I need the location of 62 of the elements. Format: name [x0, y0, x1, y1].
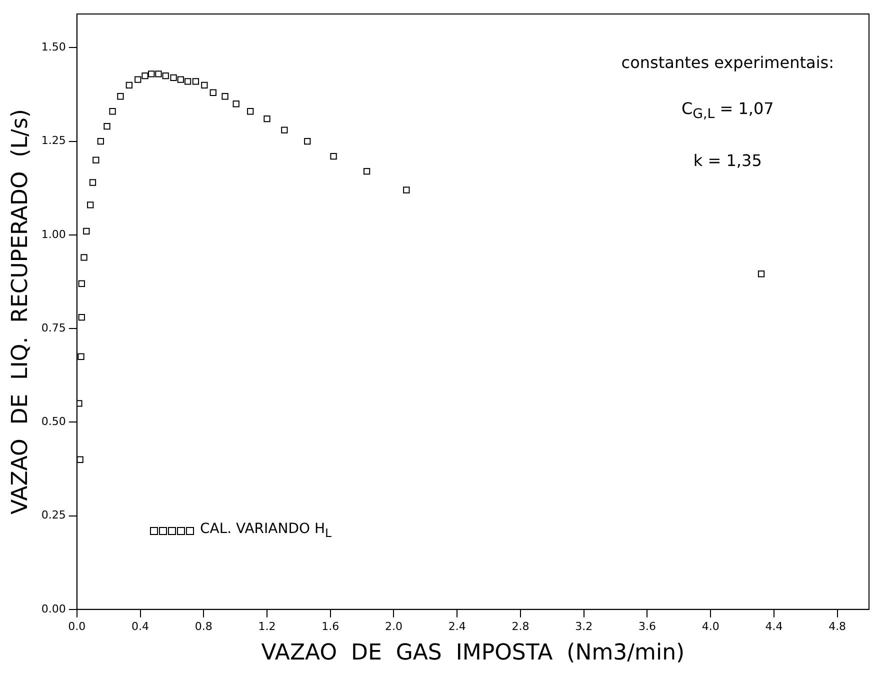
- point: [210, 89, 216, 96]
- point: [142, 72, 148, 80]
- x-tick-label: 0.0: [68, 620, 86, 633]
- y-axis-title: VAZAO DE LIQ. RECUPERADO (L/s): [8, 108, 33, 514]
- x-tick-label: 0.8: [194, 620, 212, 633]
- point: [304, 138, 311, 145]
- legend-label: CAL. VARIANDO H$_{L}$: [200, 521, 332, 540]
- point: [148, 70, 155, 78]
- x-axis-title: VAZAO DE GAS IMPOSTA (Nm3/min): [261, 640, 685, 666]
- y-tick-label: 0.25: [41, 508, 66, 522]
- point: [78, 280, 85, 287]
- point: [758, 270, 765, 278]
- point: [201, 82, 208, 88]
- point: [97, 138, 104, 145]
- x-tick-label: 1.6: [322, 620, 340, 633]
- point: [222, 93, 228, 100]
- point: [83, 228, 90, 235]
- y-tick-label: 1.25: [41, 134, 66, 148]
- point: [80, 254, 88, 261]
- annotation: C$_{G,L}$ = 1,07: [680, 98, 775, 124]
- point: [170, 74, 177, 81]
- point: [104, 123, 110, 130]
- x-tick-label: 1.2: [258, 620, 276, 633]
- y-tick-label: 0.50: [41, 415, 66, 428]
- y-tick-label: 1.50: [41, 40, 66, 54]
- point: [155, 70, 162, 78]
- point: [76, 400, 82, 407]
- point: [363, 168, 370, 175]
- y-tick-label: 0.75: [41, 321, 66, 334]
- x-tick-label: 3.6: [638, 620, 656, 633]
- point: [78, 314, 85, 321]
- point: [403, 186, 410, 194]
- point: [87, 202, 94, 208]
- point: [78, 353, 84, 360]
- point: [117, 93, 124, 100]
- point: [264, 116, 270, 122]
- x-tick-label: 3.2: [575, 620, 593, 633]
- point: [162, 72, 169, 80]
- y-tick-label: 0.00: [41, 602, 66, 616]
- x-tick-label: 2.0: [384, 620, 402, 633]
- point: [247, 108, 254, 115]
- point: [109, 108, 116, 115]
- point: [177, 76, 184, 83]
- x-tick-label: 0.4: [132, 620, 150, 633]
- point: [281, 126, 288, 134]
- point: [89, 179, 96, 186]
- x-tick-label: 2.8: [512, 620, 530, 633]
- y-tick-label: 1.00: [41, 228, 66, 241]
- point: [134, 76, 142, 83]
- point: [126, 82, 132, 88]
- point: [184, 78, 192, 85]
- x-tick-label: 4.8: [828, 620, 846, 633]
- point: [76, 456, 84, 463]
- annotation: constantes experimentais:: [621, 52, 834, 74]
- point: [192, 78, 200, 85]
- x-tick-label: 4.4: [765, 620, 783, 633]
- point: [232, 100, 240, 108]
- annotation: k = 1,35: [692, 150, 763, 172]
- point: [92, 156, 100, 164]
- x-tick-label: 4.0: [702, 620, 720, 633]
- point: [330, 152, 337, 160]
- x-tick-label: 2.4: [448, 620, 466, 633]
